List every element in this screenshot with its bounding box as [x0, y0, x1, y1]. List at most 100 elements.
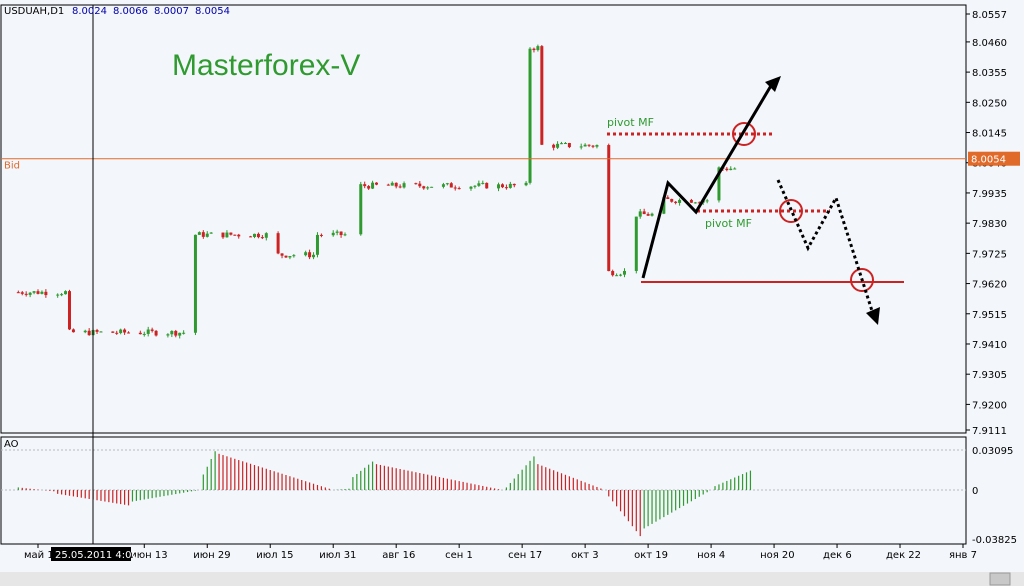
arrowhead-up-icon [765, 76, 781, 92]
candle-body [67, 291, 71, 330]
candle-body [367, 186, 371, 189]
watermark-title: Masterforex-V [172, 49, 360, 82]
open-value: 8.0024 [72, 6, 107, 17]
candle-body [642, 211, 646, 215]
time-tick-label: авг 16 [382, 550, 415, 561]
candles-layer [16, 44, 737, 339]
candle-body [225, 232, 229, 238]
candle-body [127, 332, 131, 334]
candle-body [335, 231, 339, 233]
candle-body [402, 183, 406, 188]
time-tick-label: янв 7 [949, 550, 977, 561]
candle-body [697, 202, 701, 204]
pivot-lower-label: pivot MF [705, 217, 752, 230]
candle-body [229, 232, 233, 235]
price-tick-label: 7.9111 [972, 426, 1007, 437]
candle-body [607, 145, 611, 272]
candle-body [339, 231, 343, 236]
candle-body [359, 184, 363, 235]
crosshair-date-text: 25.05.2011 4:00 [55, 550, 138, 561]
candle-body [205, 233, 209, 237]
candle-body [182, 332, 186, 334]
candle-body [717, 167, 721, 201]
price-tick-label: 7.9305 [972, 370, 1007, 381]
candle-body [441, 184, 445, 187]
ao-tick-label: -0.03825 [972, 535, 1017, 546]
candle-body [512, 183, 516, 186]
time-tick-label: июн 13 [130, 550, 167, 561]
candle-body [733, 168, 737, 170]
support-circle [850, 268, 874, 292]
candle-body [312, 254, 316, 258]
time-tick-label: ноя 4 [697, 550, 725, 561]
time-tick-label: май 17 [24, 550, 60, 561]
candle-body [20, 292, 24, 294]
price-axis: 8.05578.04608.03558.02508.01458.00407.99… [966, 10, 1007, 437]
crosshair-date-tag [51, 547, 131, 561]
candle-body [99, 331, 103, 333]
candle-body [524, 182, 528, 186]
candle-body [689, 199, 693, 203]
candle-body [209, 232, 213, 234]
candle-body [560, 143, 564, 145]
candle-body [237, 234, 241, 237]
candle-body [477, 183, 481, 186]
candle-body [666, 197, 670, 199]
candle-body [725, 168, 729, 171]
candle-body [678, 199, 682, 203]
candle-body [221, 232, 225, 238]
candle-body [729, 168, 733, 171]
candle-body [233, 234, 237, 236]
time-tick-label: дек 22 [886, 550, 921, 561]
candle-body [64, 291, 68, 295]
candle-body [56, 294, 60, 296]
candle-body [579, 146, 583, 148]
candle-body [178, 332, 182, 336]
time-tick-label: окт 19 [634, 550, 668, 561]
candle-body [650, 213, 654, 216]
candle-body [166, 334, 170, 336]
candle-body [591, 145, 595, 147]
candle-body [371, 182, 375, 189]
candle-body [619, 274, 623, 276]
horizontal-scrollbar[interactable] [0, 572, 1024, 586]
candle-body [386, 184, 390, 186]
symbol-label: USDUAH,D1 [4, 6, 64, 17]
close-value: 8.0054 [195, 6, 230, 17]
candle-body [390, 182, 394, 186]
ohlc-header: USDUAH,D1 8.0024 8.0066 8.0007 8.0054 [4, 6, 230, 17]
scrollbar-thumb[interactable] [989, 572, 1011, 586]
ao-tick-label: 0 [972, 486, 978, 497]
pivot-lower-circle [779, 199, 803, 223]
pivot-upper-label: pivot MF [607, 116, 654, 129]
candle-body [536, 46, 540, 51]
candle-body [563, 143, 567, 145]
bullish-scenario-arrow [641, 83, 774, 279]
candle-body [28, 292, 32, 295]
indicator-name: AO [4, 439, 19, 450]
price-tick-label: 7.9830 [972, 219, 1007, 230]
candle-body [481, 182, 485, 184]
bid-price-tag [968, 151, 1020, 166]
candle-body [394, 182, 398, 187]
candle-body [83, 330, 87, 333]
candle-body [674, 201, 678, 203]
candle-body [119, 329, 123, 334]
bid-price-text: 8.0054 [971, 155, 1006, 166]
candle-body [319, 234, 323, 236]
candle-body [95, 330, 99, 332]
time-tick-label: дек 6 [823, 550, 852, 561]
candle-body [414, 183, 418, 185]
arrowhead-down-icon [866, 307, 880, 325]
candle-body [193, 234, 197, 333]
candle-body [504, 187, 508, 189]
candle-body [138, 332, 142, 335]
candle-body [638, 211, 642, 217]
candle-body [469, 186, 473, 189]
price-tick-label: 8.0250 [972, 98, 1007, 109]
candle-body [197, 232, 201, 235]
candle-body [150, 329, 154, 331]
candle-body [201, 232, 205, 237]
candle-body [36, 291, 40, 294]
pivot-upper-circle [732, 122, 756, 146]
